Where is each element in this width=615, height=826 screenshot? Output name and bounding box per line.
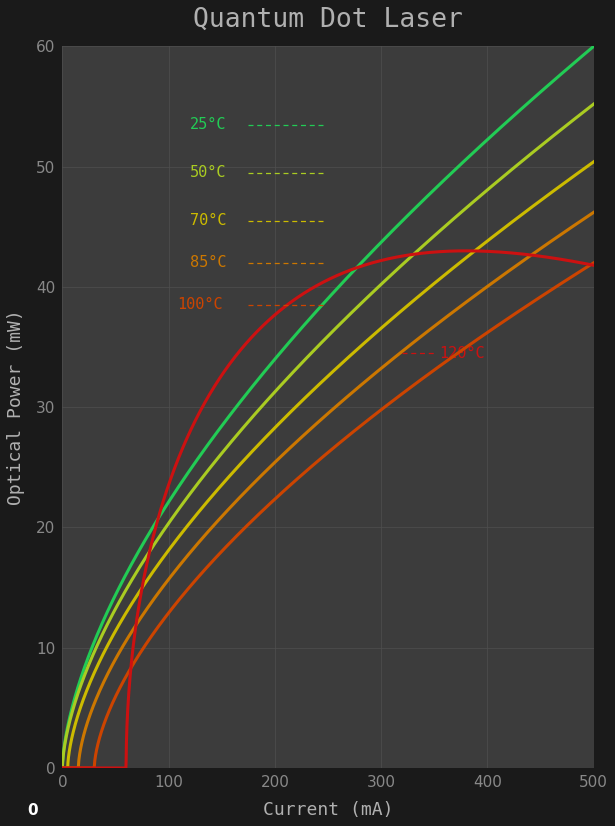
Text: 0: 0 (27, 803, 38, 818)
Y-axis label: Optical Power (mW): Optical Power (mW) (7, 309, 25, 505)
Text: 50°C: 50°C (190, 165, 226, 180)
Text: 85°C: 85°C (190, 255, 226, 270)
Text: 70°C: 70°C (190, 213, 226, 228)
X-axis label: Current (mA): Current (mA) (263, 801, 393, 819)
Title: Quantum Dot Laser: Quantum Dot Laser (193, 7, 463, 33)
Text: 120°C: 120°C (440, 345, 485, 361)
Text: 100°C: 100°C (177, 297, 223, 312)
Text: 25°C: 25°C (190, 117, 226, 132)
